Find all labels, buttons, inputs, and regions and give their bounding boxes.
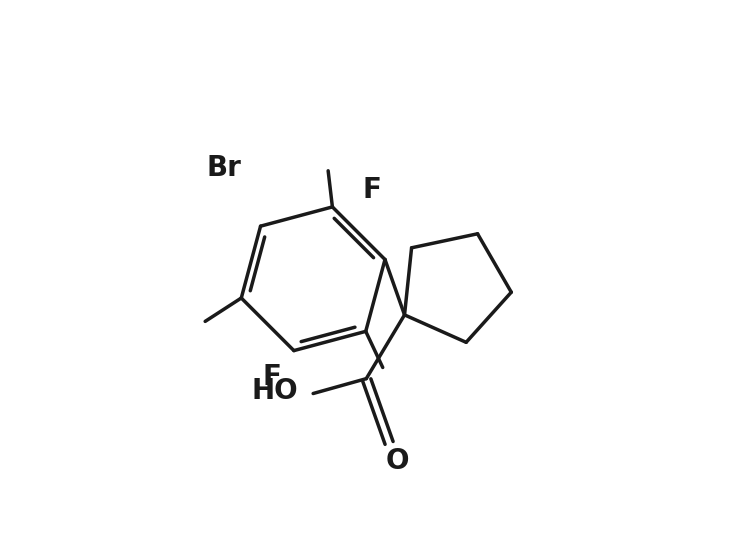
Text: Br: Br bbox=[206, 154, 241, 182]
Text: O: O bbox=[385, 447, 408, 475]
Text: HO: HO bbox=[252, 378, 299, 405]
Text: F: F bbox=[262, 363, 281, 390]
Text: F: F bbox=[362, 176, 381, 204]
